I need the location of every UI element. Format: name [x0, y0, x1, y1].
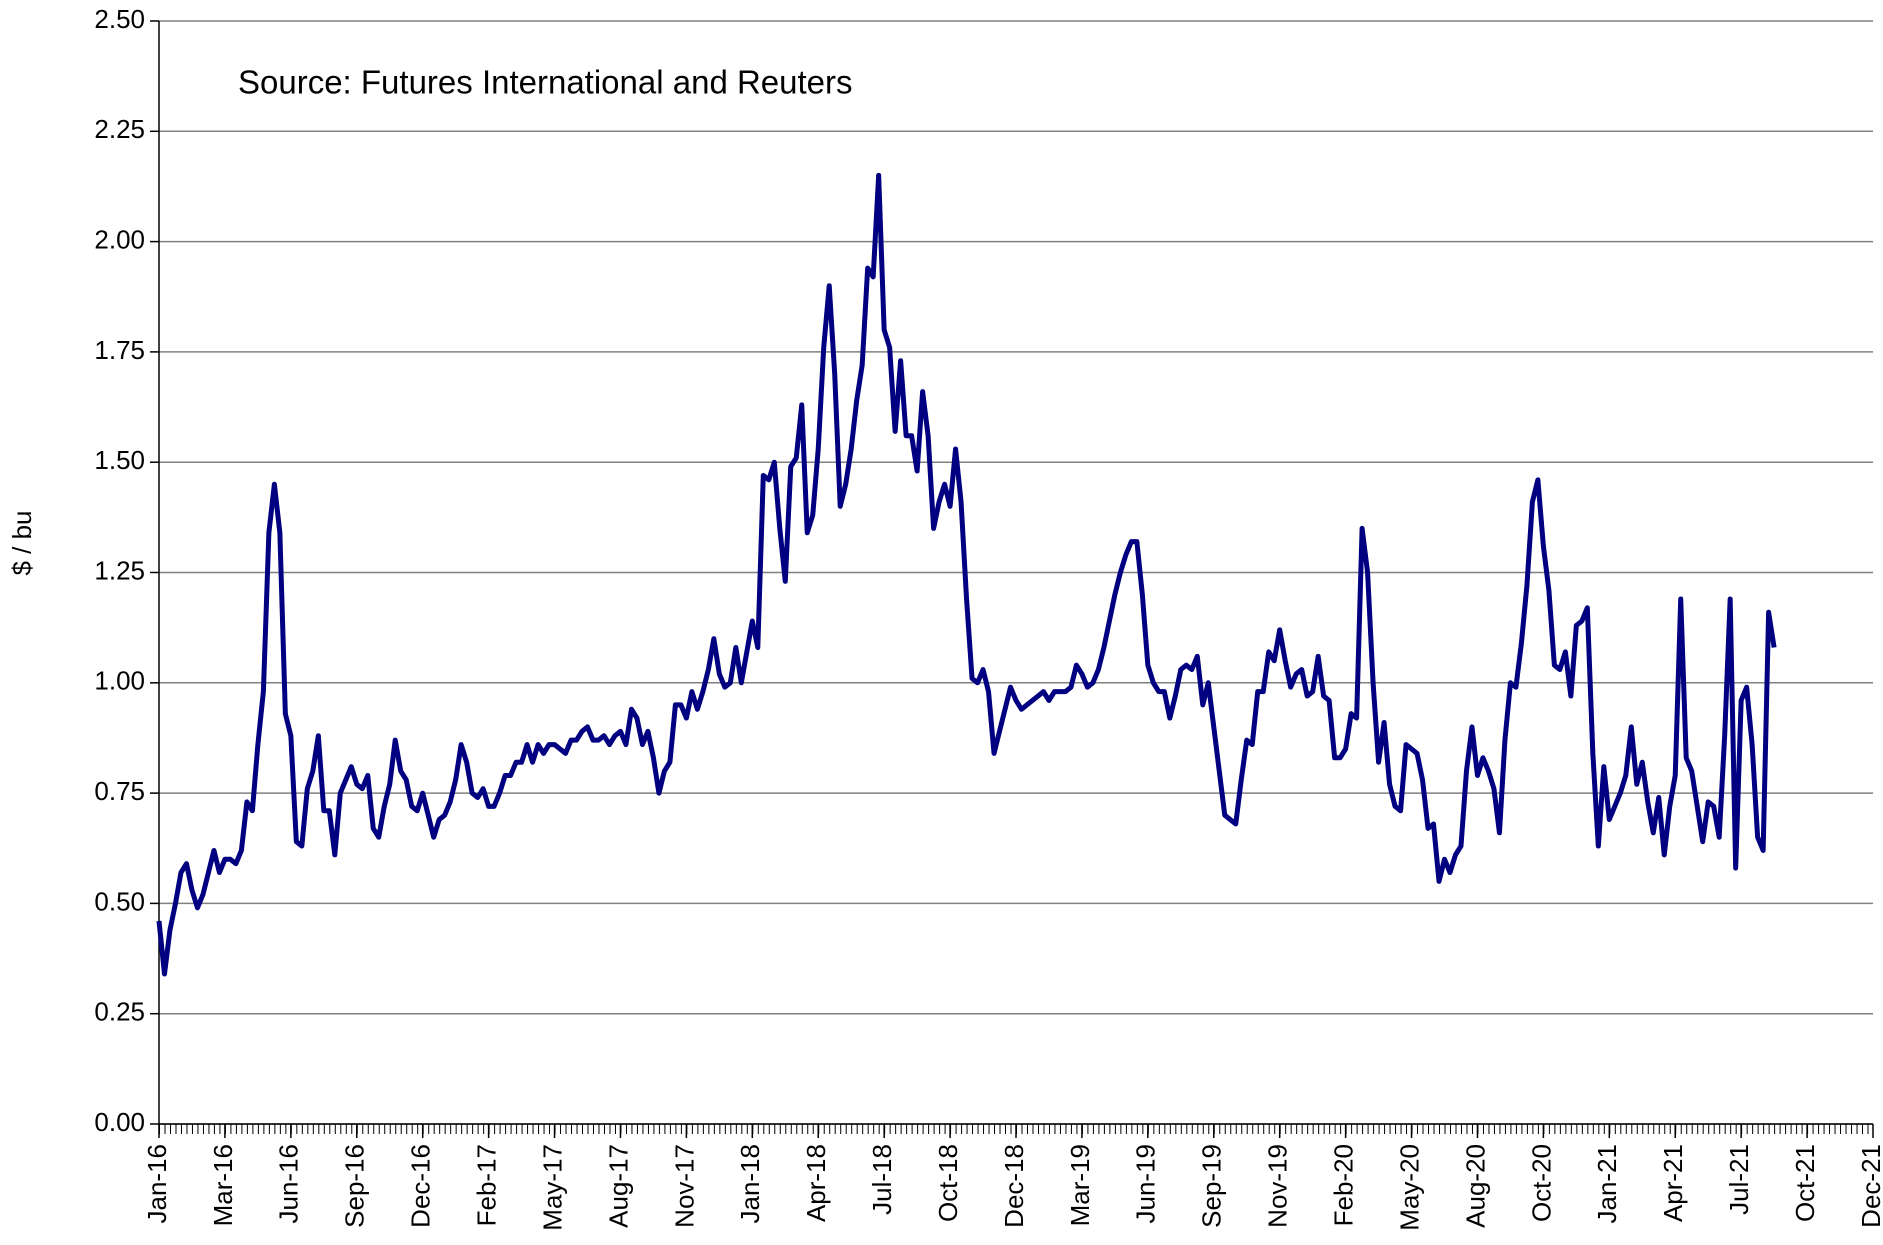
- x-tick-label: Dec-16: [406, 1144, 436, 1228]
- x-tick-label: Jan-16: [142, 1144, 172, 1224]
- y-tick-label: 1.75: [94, 335, 145, 365]
- x-tick-label: May-17: [537, 1144, 567, 1231]
- data-line: [156, 172, 1777, 977]
- x-tick-label: May-20: [1394, 1144, 1424, 1231]
- x-tick-label: Feb-17: [471, 1144, 501, 1226]
- y-tick-label: 0.50: [94, 886, 145, 916]
- x-tick-label: Jan-21: [1592, 1144, 1622, 1224]
- x-tick-label: Nov-19: [1263, 1144, 1293, 1228]
- x-tick-label: Aug-20: [1460, 1144, 1490, 1228]
- x-tick-label: Apr-18: [801, 1144, 831, 1222]
- x-tick-label: Jun-16: [274, 1144, 304, 1224]
- x-tick-label: Oct-21: [1790, 1144, 1820, 1222]
- y-tick-label: 0.75: [94, 776, 145, 806]
- y-axis-title: $ / bu: [7, 510, 37, 575]
- x-tick-label: Dec-21: [1856, 1144, 1883, 1228]
- annotation: Source: Futures International and Reuter…: [238, 64, 853, 101]
- x-tick-label: Jan-18: [735, 1144, 765, 1224]
- x-tick-label: Dec-18: [999, 1144, 1029, 1228]
- x-tick-label: Nov-17: [669, 1144, 699, 1228]
- y-tick-label: 1.00: [94, 666, 145, 696]
- y-tick-label: 2.25: [94, 114, 145, 144]
- x-tick-label: Mar-16: [208, 1144, 238, 1226]
- x-tick-label: Oct-18: [933, 1144, 963, 1222]
- x-tick-label: Sep-19: [1197, 1144, 1227, 1228]
- x-tick-label: Jun-19: [1131, 1144, 1161, 1224]
- x-tick-label: Apr-21: [1658, 1144, 1688, 1222]
- y-tick-label: 1.25: [94, 555, 145, 585]
- x-tick-label: Feb-20: [1328, 1144, 1358, 1226]
- x-tick-label: Aug-17: [603, 1144, 633, 1228]
- y-tick-label: 0.00: [94, 1107, 145, 1137]
- x-tick-label: Sep-16: [340, 1144, 370, 1228]
- x-tick-label: Jul-21: [1724, 1144, 1754, 1215]
- y-tick-label: 2.00: [94, 224, 145, 254]
- x-tick-label: Jul-18: [867, 1144, 897, 1215]
- y-tick-label: 0.25: [94, 997, 145, 1027]
- y-tick-label: 2.50: [94, 4, 145, 34]
- x-tick-label: Oct-20: [1526, 1144, 1556, 1222]
- y-tick-label: 1.50: [94, 445, 145, 475]
- x-tick-label: Mar-19: [1065, 1144, 1095, 1226]
